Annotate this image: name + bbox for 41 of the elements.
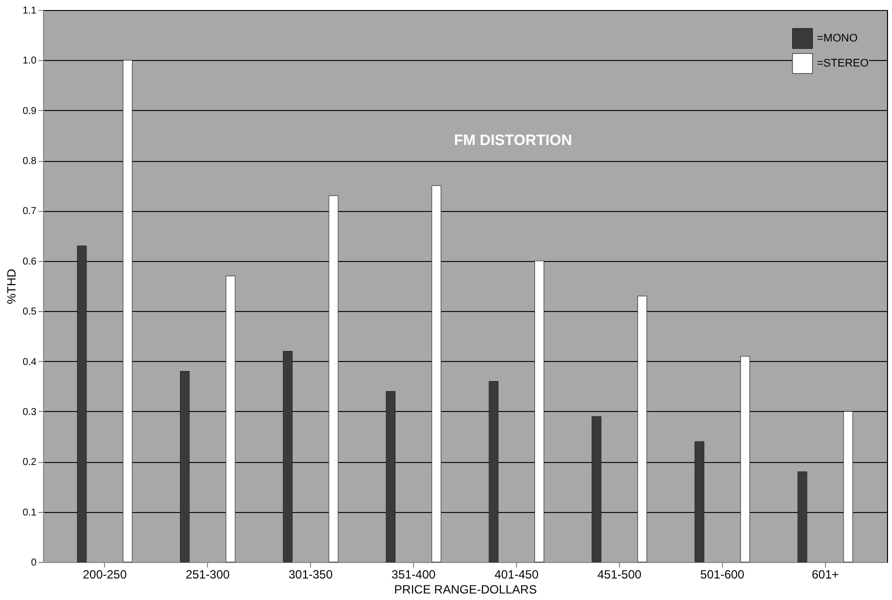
text: FM DISTORTION [454,132,572,149]
bar [740,356,750,562]
y-tick-label: 1.0 [22,56,37,67]
bar [488,381,498,562]
x-tick-label: 251-300 [186,568,230,582]
x-tick-label: 401-450 [494,568,539,582]
bar [694,441,704,562]
bar [122,60,132,562]
y-axis-title: %THD [4,268,19,304]
x-tick-label: 501-600 [700,568,745,582]
x-tick-label: 351-400 [392,568,436,582]
legend-label: =STEREO [817,58,870,70]
y-tick-label: 0.4 [22,356,37,368]
bar [77,246,87,562]
bar [534,260,544,562]
y-tick-label: 0.8 [22,156,37,168]
y-tick-label: 0.5 [22,306,37,318]
y-tick-label: 0.3 [22,406,37,418]
bar [180,371,190,562]
bar [386,391,396,562]
bar [592,416,602,562]
bar [282,350,293,562]
bar [432,185,442,562]
x-tick-label: 301-350 [288,568,333,582]
bar [637,296,648,562]
y-tick-label: 0.1 [22,507,37,518]
x-axis-title: PRICE RANGE-DOLLARS [394,582,537,596]
y-tick-label: 0.7 [22,206,37,218]
y-tick-label: 0.2 [22,457,37,468]
x-tick-label: 200-250 [82,568,128,582]
y-tick-label: 0.9 [22,106,37,117]
bar [328,195,338,562]
x-tick-label: 451-500 [597,568,642,582]
legend-label: =MONO [817,32,858,44]
y-tick-label: 1.1 [22,6,37,16]
y-tick-label: 0.6 [22,256,37,268]
y-tick-label: 0 [30,558,37,568]
bar [843,411,853,562]
x-tick-label: 601+ [812,568,839,582]
bar [798,471,808,562]
bar [226,276,236,562]
